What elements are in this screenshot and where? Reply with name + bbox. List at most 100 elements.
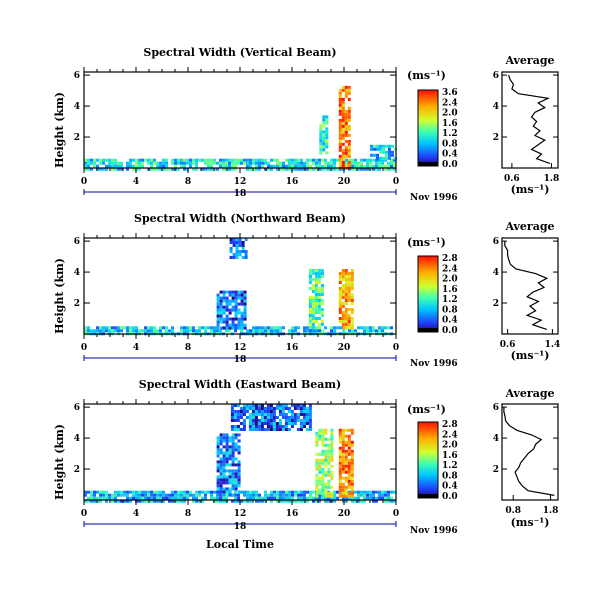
heatmap-cell	[366, 496, 369, 500]
heatmap-cell	[330, 431, 334, 435]
heatmap-cell	[219, 299, 223, 303]
heatmap-cell	[237, 490, 241, 494]
heatmap-cell	[350, 323, 354, 326]
heatmap-cell	[225, 439, 229, 443]
heatmap-cell	[183, 329, 186, 333]
heatmap-cell	[210, 490, 213, 494]
heatmap-cell	[273, 496, 276, 500]
heatmap-cell	[219, 466, 223, 470]
heatmap-cell	[351, 329, 354, 333]
heatmap-cell	[228, 311, 232, 315]
heatmap-cell	[84, 164, 87, 168]
heatmap-cell	[344, 148, 348, 152]
heatmap-cell	[282, 326, 285, 330]
heatmap-cell	[344, 118, 348, 122]
heatmap-cell	[327, 446, 331, 450]
heatmap-cell	[330, 496, 333, 500]
heatmap-cell	[251, 413, 255, 416]
heatmap-cell	[318, 431, 322, 435]
heatmap-cell	[229, 238, 233, 241]
heatmap-cell	[315, 437, 319, 441]
heatmap-cell	[257, 422, 261, 425]
heatmap-cell	[180, 490, 183, 494]
heatmap-cell	[144, 499, 147, 503]
heatmap-cell	[235, 244, 239, 247]
heatmap-cell	[327, 470, 331, 474]
heatmap-cell	[314, 278, 318, 281]
heatmap-cell	[102, 496, 105, 500]
heatmap-cell	[225, 158, 228, 162]
heatmap-cell	[138, 493, 141, 497]
heatmap-cell	[360, 490, 363, 494]
heatmap-cell	[341, 437, 345, 441]
heatmap-cell	[159, 164, 162, 168]
heatmap-cell	[126, 167, 129, 171]
heatmap-cell	[338, 431, 342, 435]
heatmap-cell	[229, 241, 233, 244]
heatmap-cell	[341, 275, 345, 278]
heatmap-cell	[225, 442, 229, 446]
heatmap-cell	[219, 311, 223, 315]
heatmap-cell	[369, 329, 372, 333]
heatmap-cell	[344, 470, 348, 474]
heatmap-cell	[311, 317, 315, 320]
heatmap-cell	[150, 496, 153, 500]
heatmap-cell	[189, 326, 192, 330]
heatmap-cell	[318, 452, 322, 456]
heatmap-cell	[257, 428, 261, 431]
heatmap-cell	[162, 499, 165, 503]
heatmap-cell	[255, 158, 258, 162]
heatmap-cell	[347, 133, 351, 137]
heatmap-cell	[186, 493, 189, 497]
heatmap-cell	[315, 464, 319, 468]
heatmap-cell	[291, 329, 294, 333]
heatmap-cell	[216, 466, 220, 470]
heatmap-cell	[165, 161, 168, 165]
heatmap-cell	[317, 290, 321, 293]
heatmap-cell	[276, 326, 279, 330]
heatmap-cell	[234, 433, 238, 437]
units-label: (ms⁻¹)	[407, 403, 446, 416]
heatmap-cell	[159, 326, 162, 330]
heatmap-cell	[150, 493, 153, 497]
heatmap-cell	[321, 494, 325, 498]
heatmap-cell	[375, 329, 378, 333]
heatmap-cell	[314, 317, 318, 320]
heatmap-cell	[96, 158, 99, 162]
heatmap-cell	[282, 164, 285, 168]
heatmap-cell	[338, 296, 342, 299]
heatmap-cell	[147, 158, 150, 162]
heatmap-cell	[297, 493, 300, 497]
colorbar-tick-label: 1.2	[442, 461, 458, 471]
heatmap-cell	[270, 499, 273, 503]
heatmap-cell	[338, 136, 342, 140]
heatmap-cell	[258, 493, 261, 497]
heatmap-cell	[99, 158, 102, 162]
heatmap-cell	[344, 278, 348, 281]
heatmap-cell	[248, 425, 252, 428]
heatmap-cell	[263, 422, 267, 425]
heatmap-cell	[246, 496, 249, 500]
heatmap-cell	[168, 499, 171, 503]
heatmap-cell	[225, 463, 229, 467]
heatmap-cell	[210, 326, 213, 330]
heatmap-cell	[192, 326, 195, 330]
heatmap-cell	[309, 164, 312, 168]
heatmap-cell	[341, 112, 345, 116]
heatmap-cell	[159, 496, 162, 500]
heatmap-cell	[258, 164, 261, 168]
heatmap-cell	[258, 499, 261, 503]
heatmap-cell	[338, 461, 342, 465]
heatmap-cell	[231, 299, 235, 303]
heatmap-cell	[317, 317, 321, 320]
heatmap-cell	[308, 323, 312, 326]
x-tick-label: 20	[338, 509, 351, 519]
heatmap-cell	[177, 493, 180, 497]
heatmap-cell	[230, 410, 234, 413]
heatmap-cell	[302, 425, 306, 428]
heatmap-cell	[319, 124, 323, 128]
heatmap-cell	[216, 487, 220, 491]
heatmap-cell	[314, 302, 318, 305]
heatmap-cell	[338, 130, 342, 134]
heatmap-cell	[378, 161, 381, 165]
